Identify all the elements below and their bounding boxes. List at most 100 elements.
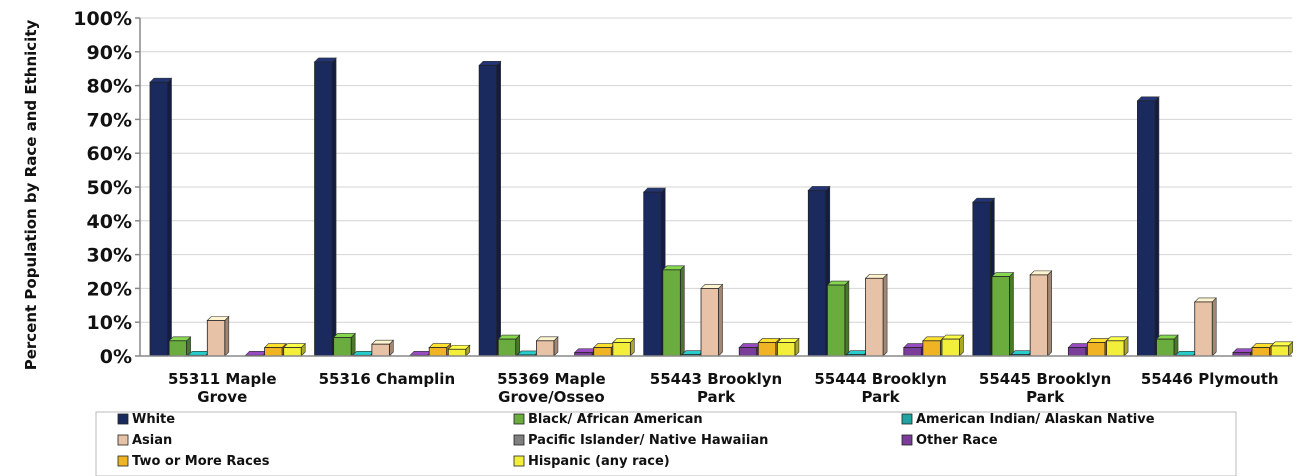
bar-front [264,347,283,357]
bar-front [865,277,884,357]
bar [1010,349,1034,357]
bar-side [1154,96,1160,357]
bar-front [593,347,612,357]
bar-top [1232,348,1256,353]
legend-label: Two or More Races [132,454,270,469]
y-tick-label: 20% [87,278,132,300]
bar-side [882,273,888,357]
bar [1155,334,1179,357]
bar-top [535,336,559,342]
bar-top [1067,343,1091,348]
bar [972,197,996,357]
bar [593,342,616,357]
bar [1136,96,1160,357]
bar [826,280,850,357]
x-tick-label: 55444 Brooklyn Park [814,370,946,406]
legend-label: Pacific Islander/ Native Hawaiian [528,433,768,448]
bar [1194,297,1217,357]
x-tick-label: 55369 Maple Grove/Osseo [497,370,606,406]
legend-swatch [117,455,129,467]
bar-top [864,273,888,279]
bar-side [496,60,501,357]
legend-box [95,411,1237,476]
bars [149,57,1294,357]
bar-front [536,340,555,357]
legend-label: American Indian/ Alaskan Native [916,412,1155,427]
bar-top [681,350,705,355]
y-tick-label: 0% [100,346,132,368]
bar-top [447,344,471,350]
bar-front [206,320,226,357]
legend-label: Asian [132,433,172,448]
bar [700,283,724,357]
x-tick-label: 55445 Brooklyn Park [979,370,1111,406]
legend-item: Two or More Races [117,454,270,469]
bar-front [1067,347,1087,357]
legend-swatch [901,413,913,425]
bar-side [718,283,723,357]
bar-top [497,334,521,340]
bar-top [845,350,869,355]
y-tick-label: 60% [87,143,132,165]
bar-top [1029,270,1053,276]
bar [313,57,337,357]
bar [642,187,666,357]
bar-top [313,57,337,63]
bar [1232,347,1256,357]
legend-label: Hispanic (any race) [528,454,670,469]
bar-top [757,338,781,343]
y-tick-label: 80% [87,76,132,98]
bar-top [922,336,946,342]
legend-item: American Indian/ Alaskan Native [901,412,1155,427]
bar [1067,342,1091,357]
bar [1270,341,1294,357]
bar-front [700,287,719,357]
legend-item: Other Race [901,433,998,448]
bar-front [807,189,827,357]
bar [612,337,636,357]
bar [516,350,540,357]
bar-side [1211,297,1217,357]
bar [149,77,173,357]
bar-side [680,265,685,357]
bar [991,271,1015,357]
legend-label: Other Race [916,433,998,448]
legend: White Black/ African American American Ind… [95,411,1237,476]
y-axis-ticks: 0% 10% 20% 30% 40% 50% 60% 70% 80% 90% 100% [73,8,140,368]
bar-top [941,334,965,340]
bar [447,344,471,357]
y-axis-label: Percent Population by Race and Ethnicity [22,20,40,371]
bar-top [244,351,268,356]
bar-side [331,57,337,357]
bar-top [409,351,433,356]
y-tick-label: 30% [87,245,132,267]
bar [263,342,287,357]
bar [941,334,965,357]
bar-top [1270,341,1294,347]
bar-top [1086,338,1110,343]
bar-front [941,338,960,357]
bar [1251,342,1275,357]
bar [282,342,306,357]
bar [535,336,559,357]
bar-top [1155,334,1179,340]
legend-swatch [513,455,525,467]
bar-side [1009,271,1014,357]
bar [1029,270,1053,357]
x-tick-label: 55316 Champlin [319,370,456,388]
bar-top [972,197,996,203]
bar [681,349,705,357]
bar-top [903,343,927,348]
bar-front [1194,301,1213,357]
y-tick-label: 40% [87,211,132,233]
bar [168,336,192,357]
bar [738,342,762,357]
bar-top [187,351,211,356]
bar-front [922,340,941,357]
x-axis-ticks: 55311 Maple Grove 55316 Champlin 55369 Mapl… [168,370,1279,406]
legend-swatch [901,434,913,446]
bar-top [573,348,597,353]
bar-top [700,284,724,289]
bar [1086,337,1110,357]
